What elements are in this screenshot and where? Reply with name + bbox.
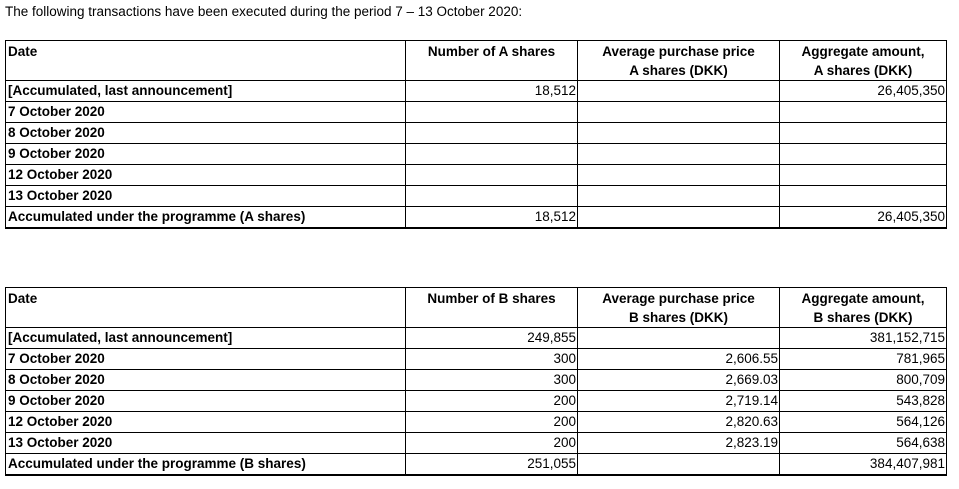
date-cell: 13 October 2020 (5, 432, 406, 454)
shares-cell: 300 (405, 369, 578, 391)
document-page: The following transactions have been exe… (5, 4, 947, 476)
shares-cell (405, 101, 578, 123)
table-row: Accumulated under the programme (A share… (5, 206, 947, 229)
table-row: 7 October 2020 300 2,606.55 781,965 (5, 348, 947, 370)
shares-cell: 300 (405, 348, 578, 370)
shares-cell: 200 (405, 390, 578, 412)
price-cell: 2,606.55 (577, 348, 780, 370)
shares-cell (405, 185, 578, 207)
amount-cell: 800,709 (779, 369, 947, 391)
table-row: 8 October 2020 300 2,669.03 800,709 (5, 369, 947, 391)
table-row: 7 October 2020 (5, 101, 947, 123)
date-cell: [Accumulated, last announcement] (5, 327, 406, 349)
shares-cell: 18,512 (405, 206, 578, 229)
column-header-aggregate-amount-b: Aggregate amount, B shares (DKK) (779, 287, 947, 328)
date-cell: 13 October 2020 (5, 185, 406, 207)
price-cell (577, 453, 780, 476)
table-row: 12 October 2020 (5, 164, 947, 186)
price-cell (577, 185, 780, 207)
shares-cell: 251,055 (405, 453, 578, 476)
shares-cell (405, 143, 578, 165)
header-line-1: Aggregate amount, (801, 44, 925, 59)
shares-cell: 200 (405, 432, 578, 454)
header-line-2: A shares (DKK) (813, 62, 913, 78)
shares-cell: 18,512 (405, 80, 578, 102)
price-cell (577, 164, 780, 186)
amount-cell: 26,405,350 (779, 80, 947, 102)
date-cell: Accumulated under the programme (A share… (5, 206, 406, 229)
a-table-header-row: Date Number of A shares Average purchase… (5, 40, 947, 81)
header-line-2: A shares (DKK) (629, 62, 728, 78)
date-cell: 9 October 2020 (5, 143, 406, 165)
column-header-date: Date (5, 40, 406, 81)
price-cell (577, 122, 780, 144)
amount-cell (779, 101, 947, 123)
date-cell: 8 October 2020 (5, 369, 406, 391)
shares-cell (405, 122, 578, 144)
amount-cell: 543,828 (779, 390, 947, 412)
intro-text: The following transactions have been exe… (5, 4, 523, 19)
column-header-date: Date (5, 287, 406, 328)
amount-cell: 564,126 (779, 411, 947, 433)
table-row: 13 October 2020 200 2,823.19 564,638 (5, 432, 947, 454)
table-row: Accumulated under the programme (B share… (5, 453, 947, 476)
column-header-aggregate-amount-a: Aggregate amount, A shares (DKK) (779, 40, 947, 81)
table-row: 9 October 2020 (5, 143, 947, 165)
table-row: 13 October 2020 (5, 185, 947, 207)
column-header-number-b-shares: Number of B shares (405, 287, 578, 328)
price-cell: 2,820.63 (577, 411, 780, 433)
price-cell (577, 206, 780, 229)
amount-cell (779, 164, 947, 186)
header-line-1: Average purchase price (602, 44, 755, 59)
shares-cell: 200 (405, 411, 578, 433)
column-header-avg-price-b: Average purchase price B shares (DKK) (577, 287, 780, 328)
shares-cell (405, 164, 578, 186)
amount-cell: 381,152,715 (779, 327, 947, 349)
date-cell: 12 October 2020 (5, 411, 406, 433)
amount-cell: 26,405,350 (779, 206, 947, 229)
date-cell: 7 October 2020 (5, 101, 406, 123)
a-shares-table: Date Number of A shares Average purchase… (5, 40, 947, 229)
date-cell: Accumulated under the programme (B share… (5, 453, 406, 476)
date-cell: 9 October 2020 (5, 390, 406, 412)
table-row: 12 October 2020 200 2,820.63 564,126 (5, 411, 947, 433)
date-cell: 8 October 2020 (5, 122, 406, 144)
b-table-header-row: Date Number of B shares Average purchase… (5, 287, 947, 328)
table-row: [Accumulated, last announcement] 18,512 … (5, 80, 947, 102)
column-header-number-a-shares: Number of A shares (405, 40, 578, 81)
date-cell: 12 October 2020 (5, 164, 406, 186)
header-line-1: Aggregate amount, (801, 291, 925, 306)
date-cell: [Accumulated, last announcement] (5, 80, 406, 102)
table-row: 9 October 2020 200 2,719.14 543,828 (5, 390, 947, 412)
price-cell: 2,669.03 (577, 369, 780, 391)
header-line-2: B shares (DKK) (628, 309, 729, 325)
header-line-1: Average purchase price (602, 291, 755, 306)
amount-cell: 781,965 (779, 348, 947, 370)
table-row: [Accumulated, last announcement] 249,855… (5, 327, 947, 349)
amount-cell (779, 122, 947, 144)
price-cell: 2,719.14 (577, 390, 780, 412)
shares-cell: 249,855 (405, 327, 578, 349)
column-header-avg-price-a: Average purchase price A shares (DKK) (577, 40, 780, 81)
amount-cell (779, 185, 947, 207)
price-cell (577, 101, 780, 123)
amount-cell (779, 143, 947, 165)
table-row: 8 October 2020 (5, 122, 947, 144)
date-cell: 7 October 2020 (5, 348, 406, 370)
price-cell (577, 80, 780, 102)
price-cell (577, 327, 780, 349)
amount-cell: 564,638 (779, 432, 947, 454)
b-shares-table: Date Number of B shares Average purchase… (5, 287, 947, 476)
price-cell: 2,823.19 (577, 432, 780, 454)
header-line-2: B shares (DKK) (813, 309, 913, 325)
price-cell (577, 143, 780, 165)
amount-cell: 384,407,981 (779, 453, 947, 476)
